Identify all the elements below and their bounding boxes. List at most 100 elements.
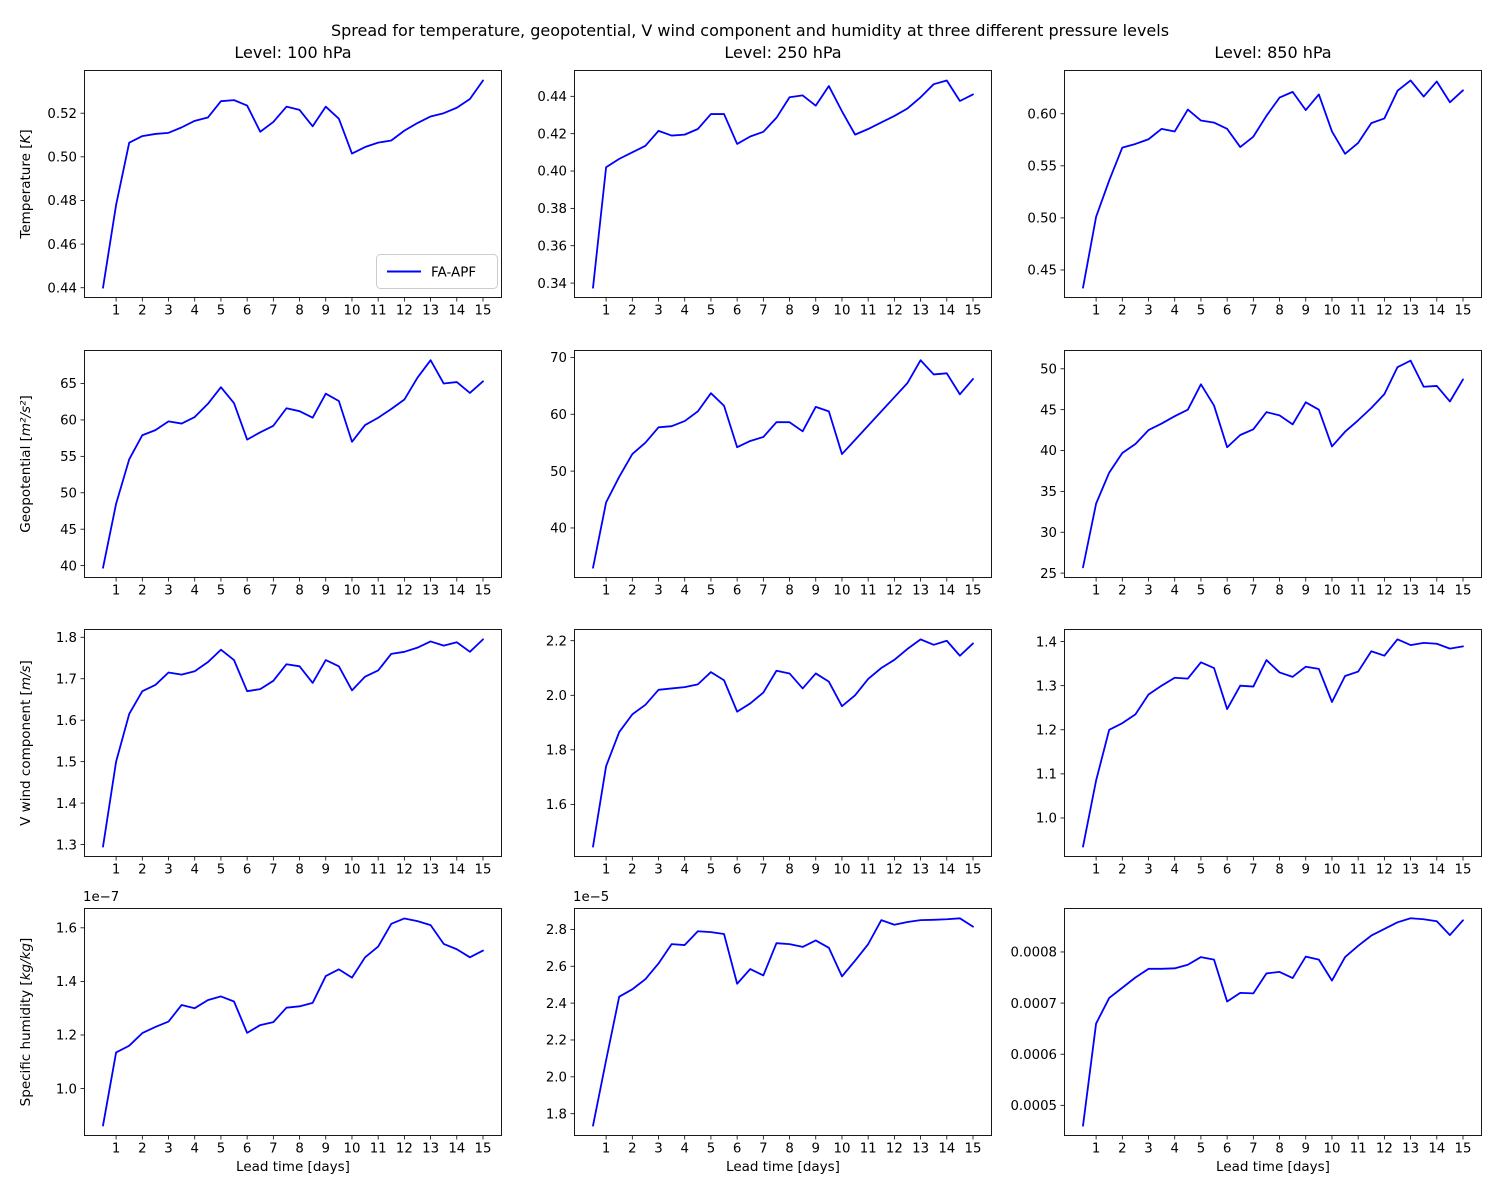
x-tick-label: 13 [912,1142,929,1157]
y-axis-label-specific-humidity: Specific humidity [kg/kg] [17,862,35,1182]
series-line [592,917,974,1127]
x-tick-label: 5 [1197,863,1205,878]
subplot-title-250hpa: Level: 250 hPa [724,43,842,62]
y-axis-label-text: ] [18,129,34,135]
series-line [592,79,974,289]
x-tick-label: 15 [965,1142,982,1157]
y-tick-label: 40 [1040,444,1057,459]
y-tick-label: 1.5 [56,755,77,770]
x-tick-label: 9 [1302,304,1310,319]
x-tick-label: 5 [217,304,225,319]
subplot-specific-humidity-250hpa: 1 2 3 4 5 6 7 8 9 10 11 12 13 14 151.82.02.22.42.62.81… [546,890,992,1157]
x-tick-label: 8 [295,1142,303,1157]
y-tick-label: 0.48 [47,194,77,209]
y-tick-label: 0.60 [1027,107,1057,122]
x-tick-label: 4 [680,863,688,878]
x-tick-label: 8 [1275,1142,1283,1157]
y-tick-label: 40 [550,522,567,537]
subplot-v-wind-100hpa: 1 2 3 4 5 6 7 8 9 10 11 12 13 14 151.31.41.51.61.71.8 [56,629,502,878]
x-tick-label: 8 [295,304,303,319]
y-tick-label: 0.44 [47,281,77,296]
x-tick-label: 10 [344,584,361,599]
y-tick-label: 50 [60,486,77,501]
x-tick-label: 8 [785,863,793,878]
x-tick-label: 7 [1249,584,1257,599]
y-axis-label-text: Temperature [ [18,143,34,239]
plot-border [84,350,502,578]
x-tick-label: 12 [1376,584,1393,599]
x-tick-label: 9 [322,304,330,319]
x-tick-label: 4 [680,304,688,319]
y-axis-label-temperature: Temperature [K] [17,24,35,344]
x-tick-label: 12 [1376,863,1393,878]
x-tick-label: 7 [759,584,767,599]
x-tick-label: 2 [138,863,146,878]
plot-border [574,908,992,1136]
x-tick-label: 5 [217,1142,225,1157]
x-tick-label: 3 [654,863,662,878]
x-tick-label: 6 [243,863,251,878]
x-tick-label: 15 [1455,863,1472,878]
x-tick-label: 7 [759,1142,767,1157]
plot-border [1064,629,1482,857]
x-tick-label: 3 [654,584,662,599]
x-tick-label: 3 [1144,1142,1152,1157]
plot-border [574,629,992,857]
x-tick-label: 4 [190,304,198,319]
x-tick-label: 11 [1350,584,1367,599]
x-tick-label: 8 [1275,304,1283,319]
series-line [102,359,484,569]
plot-border [1064,70,1482,298]
y-tick-label: 1.1 [1036,768,1057,783]
x-tick-label: 4 [1170,1142,1178,1157]
y-tick-label: 50 [1040,362,1057,377]
x-tick-label: 11 [860,304,877,319]
x-axis-label: Lead time [days] [1216,1159,1330,1175]
x-tick-label: 1 [1092,584,1100,599]
x-tick-label: 15 [965,863,982,878]
x-tick-label: 13 [912,863,929,878]
x-tick-label: 6 [243,1142,251,1157]
y-axis-label-unit: kg/kg [18,942,34,981]
x-tick-label: 7 [269,1142,277,1157]
x-tick-label: 4 [1170,304,1178,319]
x-tick-label: 2 [1118,863,1126,878]
x-tick-label: 5 [707,863,715,878]
figure-title: Spread for temperature, geopotential, V … [330,21,1170,40]
x-tick-label: 11 [370,863,387,878]
series-line [102,79,484,289]
x-tick-label: 1 [1092,304,1100,319]
y-tick-label: 0.38 [537,202,567,217]
x-tick-label: 14 [448,304,465,319]
x-tick-label: 13 [422,304,439,319]
series-line [592,638,974,848]
x-tick-label: 14 [1428,863,1445,878]
x-tick-label: 15 [965,304,982,319]
x-tick-label: 1 [1092,1142,1100,1157]
y-tick-label: 1.8 [56,631,77,646]
x-tick-label: 1 [112,304,120,319]
x-tick-label: 6 [733,863,741,878]
y-tick-label: 2.8 [546,923,567,938]
x-tick-label: 3 [1144,304,1152,319]
x-tick-label: 6 [243,584,251,599]
x-tick-label: 4 [1170,863,1178,878]
plot-border [1064,350,1482,578]
x-tick-label: 6 [733,584,741,599]
y-tick-label: 55 [60,450,77,465]
plot-border [574,70,992,298]
x-tick-label: 1 [602,584,610,599]
x-tick-label: 1 [112,1142,120,1157]
x-tick-label: 3 [164,1142,172,1157]
x-tick-label: 7 [759,863,767,878]
x-tick-label: 13 [1402,863,1419,878]
x-tick-label: 15 [475,863,492,878]
y-axis-label-v-wind: V wind component [m/s] [17,583,35,903]
plot-border [84,908,502,1136]
x-tick-label: 12 [886,863,903,878]
y-tick-label: 45 [1040,403,1057,418]
series-line [1082,359,1464,569]
x-tick-label: 15 [475,584,492,599]
x-tick-label: 5 [707,584,715,599]
x-tick-label: 7 [269,863,277,878]
